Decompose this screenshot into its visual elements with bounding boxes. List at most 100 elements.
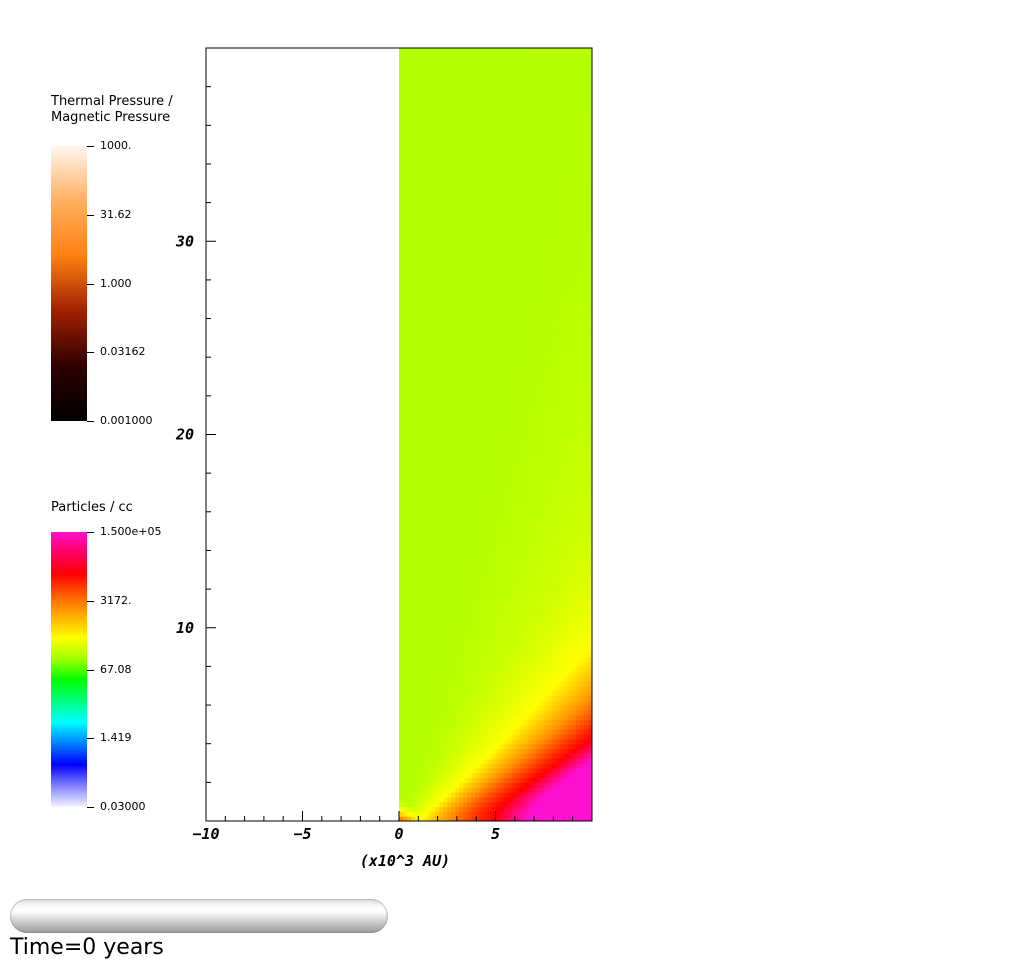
heatmap-cell (471, 424, 476, 431)
heatmap-cell (503, 86, 509, 93)
heatmap-cell (479, 453, 485, 460)
heatmap-cell (463, 487, 468, 494)
heatmap-cell (435, 695, 440, 701)
heatmap-cell (511, 115, 517, 122)
heatmap-cell (435, 246, 440, 252)
heatmap-cell (407, 502, 412, 508)
heatmap-cell (411, 347, 416, 353)
heatmap-cell (407, 719, 412, 725)
heatmap-cell (399, 574, 404, 581)
heatmap-cell (467, 439, 472, 445)
heatmap-cell (423, 57, 428, 64)
heatmap-cell (459, 792, 464, 798)
heatmap-cell (483, 729, 489, 735)
heatmap-cell (491, 120, 497, 126)
heatmap-cell (427, 535, 432, 542)
heatmap-cell (407, 753, 412, 759)
heatmap-cell (443, 294, 448, 300)
heatmap-cell (443, 308, 448, 315)
heatmap-cell (439, 120, 444, 126)
heatmap-cell (511, 270, 517, 276)
heatmap-cell (491, 347, 497, 353)
heatmap-cell (423, 801, 428, 808)
heatmap-cell (443, 410, 448, 416)
heatmap-cell (471, 748, 476, 754)
heatmap-cell (435, 516, 440, 523)
heatmap-cell (487, 313, 493, 320)
heatmap-cell (491, 521, 497, 527)
heatmap-cell (511, 792, 517, 798)
heatmap-cell (507, 217, 513, 223)
heatmap-cell (463, 371, 468, 378)
heatmap-cell (487, 226, 493, 233)
heatmap-cell (463, 173, 468, 180)
heatmap-cell (479, 48, 485, 54)
heatmap-cell (519, 168, 525, 175)
heatmap-cell (475, 395, 481, 402)
heatmap-cell (499, 342, 505, 349)
heatmap-cell (471, 270, 476, 276)
heatmap-cell (463, 284, 468, 291)
heatmap-cell (407, 134, 412, 141)
heatmap-cell (411, 212, 416, 218)
heatmap-cell (471, 62, 476, 68)
heatmap-cell (403, 265, 408, 271)
heatmap-cell (451, 584, 456, 590)
heatmap-cell (499, 497, 505, 503)
heatmap-cell (491, 434, 497, 440)
heatmap-cell (487, 637, 493, 643)
heatmap-cell (499, 666, 505, 672)
heatmap-cell (519, 294, 525, 300)
heatmap-cell (403, 603, 408, 610)
heatmap-cell (431, 337, 436, 344)
heatmap-cell (463, 115, 468, 122)
heatmap-cell (423, 81, 428, 88)
heatmap-cell (419, 260, 424, 267)
heatmap-cell (399, 48, 404, 54)
density-heatmap (399, 48, 592, 821)
heatmap-cell (431, 608, 436, 614)
heatmap-cell (451, 497, 456, 503)
heatmap-cell (427, 48, 432, 54)
heatmap-cell (439, 560, 444, 566)
heatmap-cell (403, 492, 408, 498)
heatmap-cell (399, 101, 404, 107)
heatmap-cell (399, 52, 404, 59)
heatmap-cell (431, 81, 436, 88)
heatmap-cell (435, 560, 440, 566)
heatmap-cell (503, 758, 509, 764)
heatmap-cell (491, 62, 497, 68)
heatmap-cell (475, 429, 481, 436)
heatmap-cell (499, 323, 505, 329)
heatmap-cell (443, 357, 448, 363)
heatmap-cell (467, 685, 472, 692)
heatmap-cell (447, 502, 452, 508)
heatmap-cell (415, 743, 420, 750)
heatmap-cell (403, 362, 408, 368)
heatmap-cell (439, 202, 444, 209)
heatmap-cell (407, 231, 412, 238)
heatmap-cell (507, 758, 513, 764)
heatmap-cell (475, 366, 481, 373)
heatmap-cell (431, 738, 436, 745)
heatmap-cell (439, 231, 444, 238)
heatmap-cell (463, 323, 468, 329)
heatmap-cell (419, 463, 424, 469)
heatmap-cell (487, 48, 493, 54)
heatmap-cell (455, 289, 460, 295)
heatmap-cell (423, 618, 428, 624)
heatmap-cell (411, 448, 416, 455)
heatmap-cell (459, 439, 464, 445)
heatmap-cell (503, 328, 509, 334)
heatmap-cell (487, 134, 493, 141)
heatmap-cell (503, 608, 509, 614)
heatmap-cell (507, 72, 513, 78)
heatmap-cell (451, 763, 456, 769)
heatmap-cell (483, 125, 489, 131)
heatmap-cell (471, 729, 476, 735)
heatmap-cell (487, 767, 493, 774)
heatmap-cell (467, 468, 472, 474)
heatmap-cell (479, 811, 485, 817)
heatmap-cell (451, 458, 456, 465)
heatmap-cell (515, 661, 521, 667)
